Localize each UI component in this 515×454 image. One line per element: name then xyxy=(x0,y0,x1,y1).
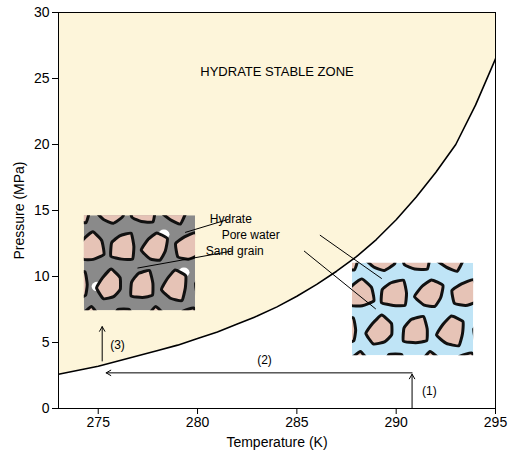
svg-text:(1): (1) xyxy=(422,384,437,398)
svg-text:(2): (2) xyxy=(257,353,272,367)
svg-text:Pore water: Pore water xyxy=(222,228,280,242)
svg-text:Temperature (K): Temperature (K) xyxy=(226,434,327,450)
svg-text:280: 280 xyxy=(186,414,210,430)
svg-text:0: 0 xyxy=(42,400,50,416)
svg-text:Sand grain: Sand grain xyxy=(206,244,264,258)
svg-text:(3): (3) xyxy=(110,338,125,352)
svg-text:15: 15 xyxy=(34,202,50,218)
svg-text:Pressure (MPa): Pressure (MPa) xyxy=(11,161,27,259)
svg-text:295: 295 xyxy=(484,414,508,430)
svg-text:25: 25 xyxy=(34,70,50,86)
svg-text:30: 30 xyxy=(34,4,50,20)
svg-text:20: 20 xyxy=(34,136,50,152)
svg-text:285: 285 xyxy=(285,414,309,430)
svg-text:10: 10 xyxy=(34,268,50,284)
svg-text:290: 290 xyxy=(385,414,409,430)
svg-text:275: 275 xyxy=(87,414,111,430)
svg-text:5: 5 xyxy=(42,334,50,350)
svg-text:Hydrate: Hydrate xyxy=(210,212,252,226)
svg-text:HYDRATE STABLE ZONE: HYDRATE STABLE ZONE xyxy=(200,64,354,79)
